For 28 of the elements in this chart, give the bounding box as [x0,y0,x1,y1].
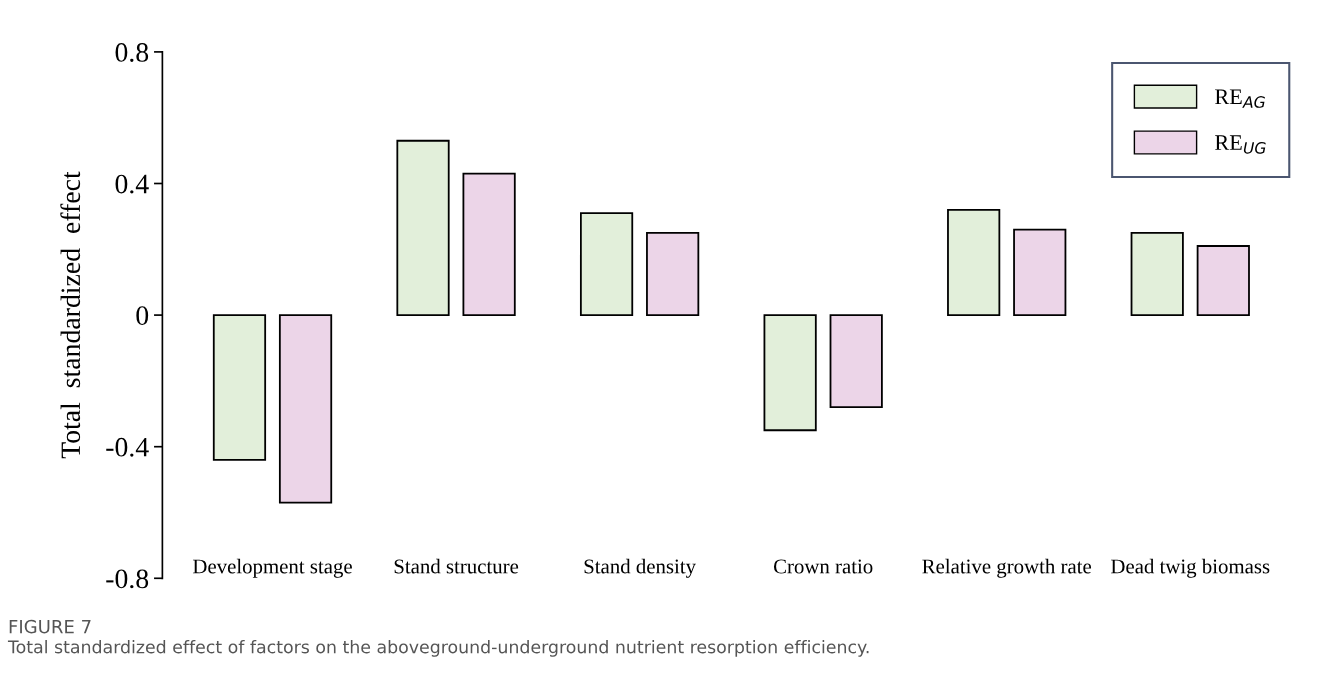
y-tick-label: 0.4 [115,174,149,194]
bar [1196,245,1250,317]
bar [763,314,817,432]
x-tick-label: Dead twig biomass [1111,558,1270,578]
legend-label: RE$_{AG}$ [1215,89,1265,108]
text: Total standardized effect of factors on the aboveground-underground nutrient resorption efficiency. [7,639,869,657]
x-tick-label: Relative growth rate [922,558,1092,578]
y-axis-title: Total standardized effect [60,171,81,459]
bar [396,139,450,317]
y-tick-label: -0.4 [106,437,149,457]
y-tick-label: 0 [136,306,149,326]
bar [462,172,516,317]
x-tick-label: Stand density [584,558,696,578]
y-tick-label: 0.8 [115,43,149,62]
bar [947,208,1001,317]
bar [1013,228,1067,317]
x-tick-label: Stand structure [394,558,519,574]
x-tick-label: Crown ratio [773,559,873,574]
caption: FIGURE 7 [9,619,91,634]
bar [212,314,267,461]
bar [829,314,883,409]
legend-label: RE$_{UG}$ [1215,135,1266,154]
bar [579,212,634,317]
bar [646,231,700,317]
y-tick-label: -0.8 [106,569,149,589]
bar [1130,231,1184,317]
x-tick-label: Development stage [192,558,352,578]
bar [278,314,333,504]
